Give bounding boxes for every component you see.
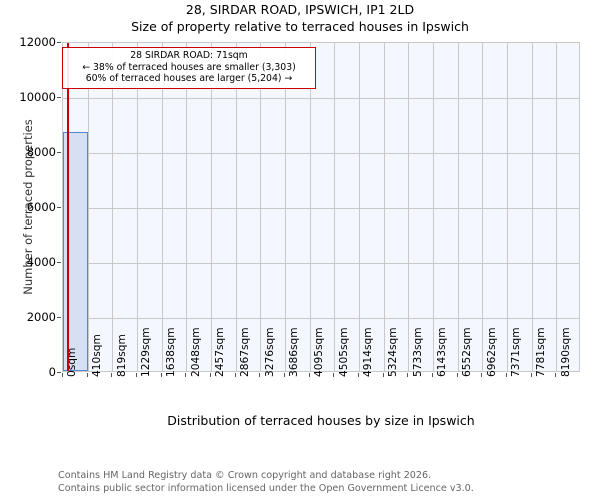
y-tick-mark (57, 97, 61, 98)
x-tick-mark (333, 373, 335, 377)
x-tick-mark (505, 373, 507, 377)
x-tick-mark (407, 373, 409, 377)
annotation-line-3: 60% of terraced houses are larger (5,204… (85, 73, 293, 85)
x-tick-mark (555, 373, 557, 377)
y-tick-mark (57, 42, 61, 43)
footer-line-2: Contains public sector information licen… (58, 482, 474, 494)
x-tick-mark (308, 373, 310, 377)
gridline-vertical (334, 43, 336, 371)
x-tick-label: 1638sqm (164, 327, 177, 377)
x-tick-mark (136, 373, 138, 377)
plot-area (62, 42, 580, 372)
y-tick-mark (57, 317, 61, 318)
gridline-vertical (260, 43, 262, 371)
annotation-line-2: ← 38% of terraced houses are smaller (3,… (82, 61, 296, 73)
x-tick-label: 4095sqm (312, 327, 325, 377)
x-tick-label: 2457sqm (214, 327, 227, 377)
y-tick-label: 0 (48, 365, 56, 379)
x-tick-mark (259, 373, 261, 377)
gridline-vertical (433, 43, 434, 371)
gridline-vertical (161, 43, 163, 371)
x-tick-label: 3276sqm (263, 327, 276, 377)
gridline-vertical (112, 43, 114, 371)
gridline-vertical (457, 43, 459, 371)
gridline-horizontal (63, 98, 579, 99)
gridline-vertical (285, 43, 287, 371)
gridline-vertical (137, 43, 139, 371)
gridline-horizontal (63, 263, 579, 264)
y-tick-label: 4000 (26, 255, 56, 269)
y-tick-label: 12000 (19, 35, 56, 49)
gridline-vertical (531, 43, 533, 371)
x-tick-mark (234, 373, 236, 377)
gridline-vertical (309, 43, 311, 371)
chart-subtitle: Size of property relative to terraced ho… (131, 19, 469, 34)
y-tick-label: 6000 (26, 200, 56, 214)
x-tick-mark (432, 373, 433, 377)
x-tick-label: 6143sqm (436, 327, 449, 377)
x-tick-mark (111, 373, 113, 377)
y-tick-label: 10000 (19, 90, 56, 104)
gridline-vertical (87, 43, 89, 371)
gridline-vertical (408, 43, 410, 371)
gridline-vertical (358, 43, 360, 371)
x-tick-label: 8190sqm (559, 327, 572, 377)
x-tick-label: 2048sqm (189, 327, 202, 377)
x-tick-mark (284, 373, 286, 377)
footer-attribution: Contains HM Land Registry data © Crown c… (58, 470, 474, 495)
bar (63, 131, 88, 371)
y-axis: Number of terraced properties 0 2000 4000 6… (0, 0, 61, 500)
x-tick-mark (160, 373, 162, 377)
footer-line-1: Contains HM Land Registry data © Crown c… (58, 470, 432, 481)
y-tick-mark (57, 372, 61, 373)
x-tick-mark (357, 373, 359, 377)
x-tick-label: 5324sqm (386, 327, 399, 377)
y-tick-mark (57, 207, 61, 208)
x-tick-mark (62, 373, 63, 377)
gridline-horizontal (63, 318, 579, 319)
y-tick-mark (57, 262, 61, 263)
x-tick-label: 4914sqm (362, 327, 375, 377)
chart-title: 28, SIRDAR ROAD, IPSWICH, IP1 2LD (185, 2, 415, 17)
x-tick-label: 819sqm (115, 334, 128, 377)
x-tick-mark (209, 373, 211, 377)
gridline-horizontal (63, 208, 579, 209)
x-tick-mark (530, 373, 532, 377)
x-tick-mark (185, 373, 187, 377)
x-tick-label: 1229sqm (140, 327, 153, 377)
x-tick-label: 410sqm (90, 334, 103, 377)
x-tick-mark (481, 373, 483, 377)
x-tick-label: 0sqm (66, 347, 79, 377)
gridline-horizontal (63, 153, 579, 154)
y-tick-mark (57, 152, 61, 153)
gridline-vertical (210, 43, 212, 371)
x-tick-label: 7371sqm (510, 327, 523, 377)
x-tick-mark (86, 373, 88, 377)
property-annotation-box: 28 SIRDAR ROAD: 71sqm ← 38% of terraced … (62, 47, 316, 90)
x-tick-label: 2867sqm (238, 327, 251, 377)
y-tick-label: 8000 (26, 145, 56, 159)
gridline-vertical (383, 43, 385, 371)
x-tick-label: 6962sqm (485, 327, 498, 377)
x-tick-label: 7781sqm (534, 327, 547, 377)
x-axis-title: Distribution of terraced houses by size … (167, 413, 475, 428)
y-tick-label: 2000 (26, 310, 56, 324)
property-marker-line (67, 43, 69, 371)
gridline-vertical (506, 43, 508, 371)
gridline-vertical (186, 43, 188, 371)
gridline-vertical (482, 43, 484, 371)
x-tick-label: 4505sqm (337, 327, 350, 377)
gridline-vertical (556, 43, 558, 371)
gridline-vertical (235, 43, 237, 371)
x-tick-mark (382, 373, 384, 377)
x-tick-mark (456, 373, 458, 377)
annotation-line-1: 28 SIRDAR ROAD: 71sqm (130, 50, 248, 61)
x-tick-label: 5733sqm (411, 327, 424, 377)
x-tick-label: 6552sqm (460, 327, 473, 377)
x-tick-label: 3686sqm (288, 327, 301, 377)
